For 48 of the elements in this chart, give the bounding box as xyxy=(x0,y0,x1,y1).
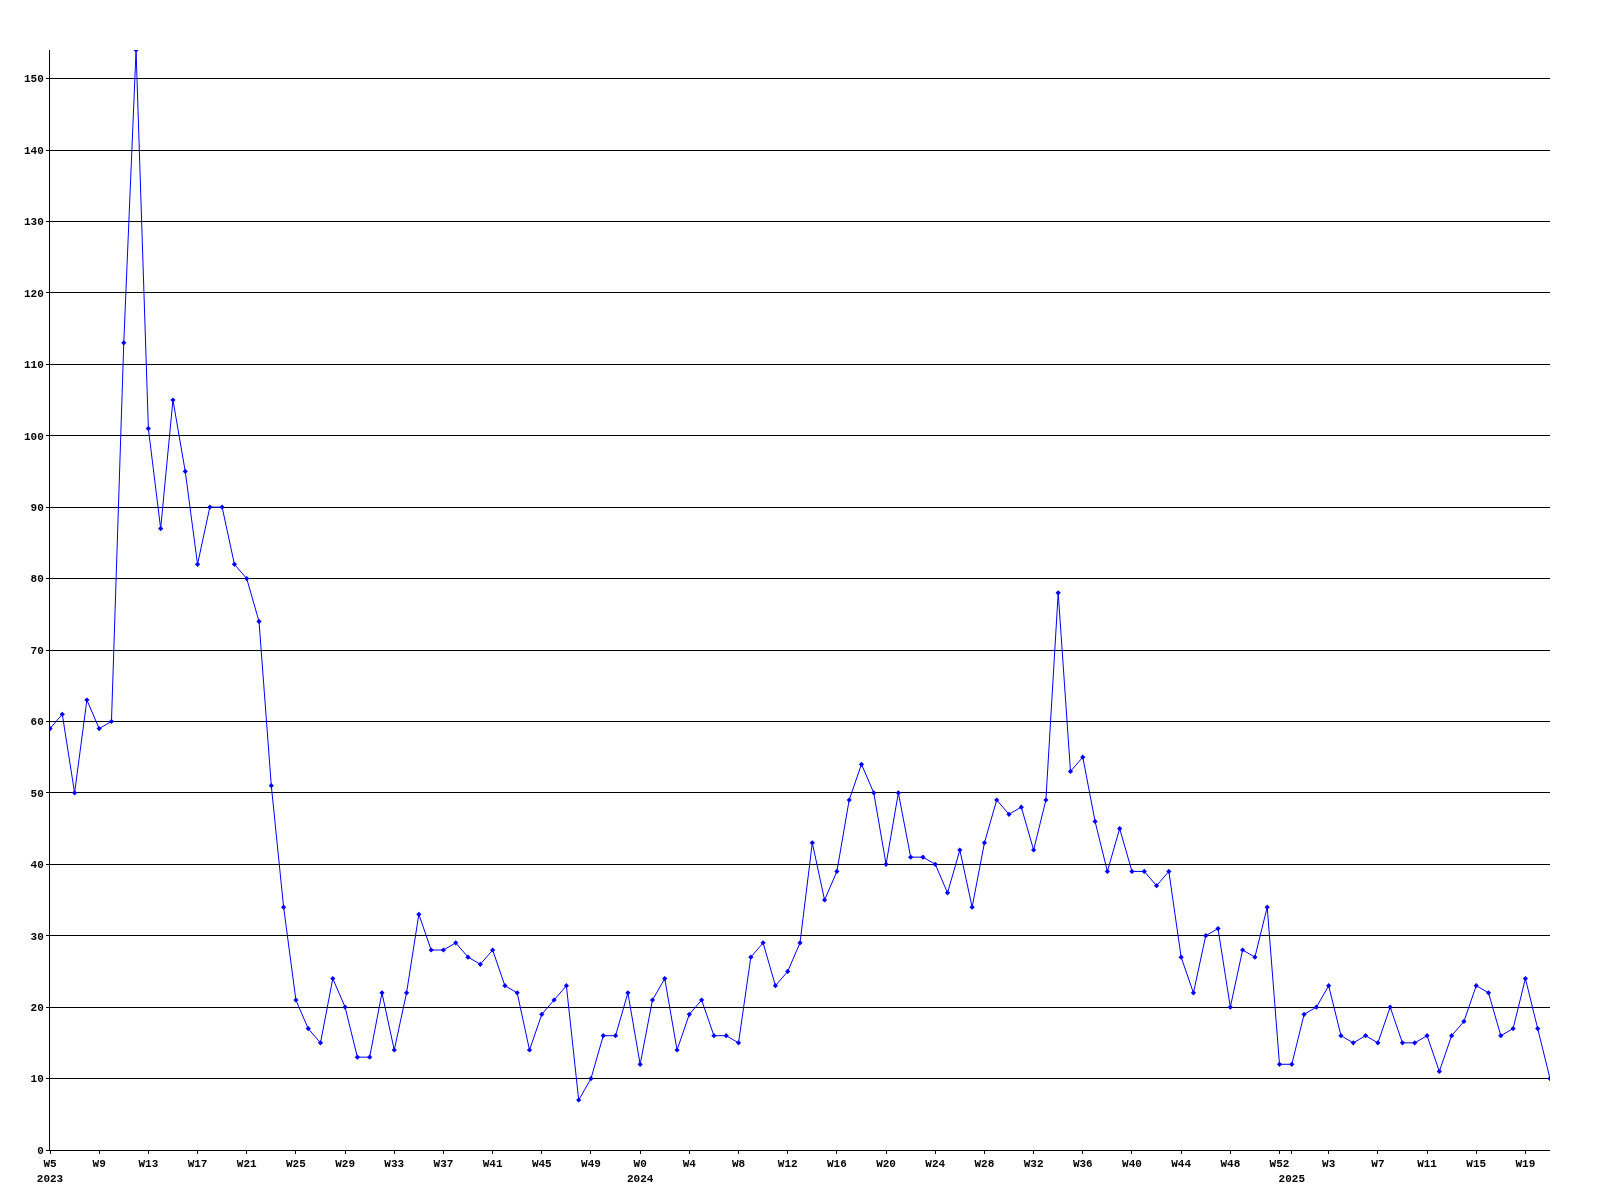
x-tick-label: W44 xyxy=(1171,1158,1192,1171)
x-tick-label: W4 xyxy=(682,1158,697,1171)
x-tick-label: W8 xyxy=(731,1158,746,1171)
x-tick-label: W40 xyxy=(1122,1158,1142,1171)
x-tick-label: W9 xyxy=(92,1158,106,1171)
x-tick-label: W32 xyxy=(1023,1158,1044,1171)
x-tick-label: W45 xyxy=(531,1158,553,1171)
x-tick-label: W19 xyxy=(1515,1158,1536,1171)
x-tick-label: W24 xyxy=(925,1158,946,1171)
y-tick-label: 40 xyxy=(30,859,44,872)
y-tick-label: 110 xyxy=(23,359,44,372)
x-tick-label: W52 xyxy=(1269,1158,1290,1171)
y-tick-label: 50 xyxy=(30,787,44,800)
x-tick-label: W15 xyxy=(1466,1158,1487,1171)
y-tick-label: 60 xyxy=(30,716,44,729)
y-tick-label: 0 xyxy=(37,1144,44,1157)
y-tick-label: 120 xyxy=(23,287,44,300)
x-tick-label: W16 xyxy=(826,1158,847,1171)
x-tick-label: W21 xyxy=(236,1158,258,1171)
x-tick-label: W3 xyxy=(1322,1158,1336,1171)
x-tick-label: W13 xyxy=(138,1158,159,1171)
x-tick-label: W17 xyxy=(187,1158,208,1171)
x-tick-label: W11 xyxy=(1417,1158,1438,1171)
y-tick-label: 20 xyxy=(30,1001,44,1014)
x-tick-label: W25 xyxy=(285,1158,307,1171)
x-tick-label: W49 xyxy=(581,1158,601,1171)
x-tick-label: W29 xyxy=(335,1158,355,1171)
y-tick-label: 90 xyxy=(30,501,44,514)
x-tick-label: W48 xyxy=(1220,1158,1241,1171)
y-tick-label: 100 xyxy=(23,430,44,443)
y-tick-label: 140 xyxy=(23,144,44,157)
x-tick-label: W28 xyxy=(974,1158,995,1171)
x-tick-label: W33 xyxy=(384,1158,405,1171)
x-tick-label: W7 xyxy=(1371,1158,1385,1171)
y-tick-label: 130 xyxy=(23,216,44,229)
x-tick-label: W12 xyxy=(777,1158,798,1171)
x-tick-label: W41 xyxy=(482,1158,503,1171)
y-tick-label: 150 xyxy=(23,73,44,86)
x-tick-label: W37 xyxy=(433,1158,454,1171)
x-tick-label: W5 2023 xyxy=(36,1158,64,1185)
x-tick-label: 2025 xyxy=(1278,1172,1306,1185)
x-tick-label: W36 xyxy=(1072,1158,1093,1171)
y-tick-label: 30 xyxy=(30,930,44,943)
x-tick-label: W20 xyxy=(876,1158,896,1171)
x-tick-label: W0 2024 xyxy=(626,1158,654,1185)
y-tick-label: 10 xyxy=(30,1073,44,1086)
y-tick-label: 70 xyxy=(30,644,44,657)
y-tick-label: 80 xyxy=(30,573,44,586)
